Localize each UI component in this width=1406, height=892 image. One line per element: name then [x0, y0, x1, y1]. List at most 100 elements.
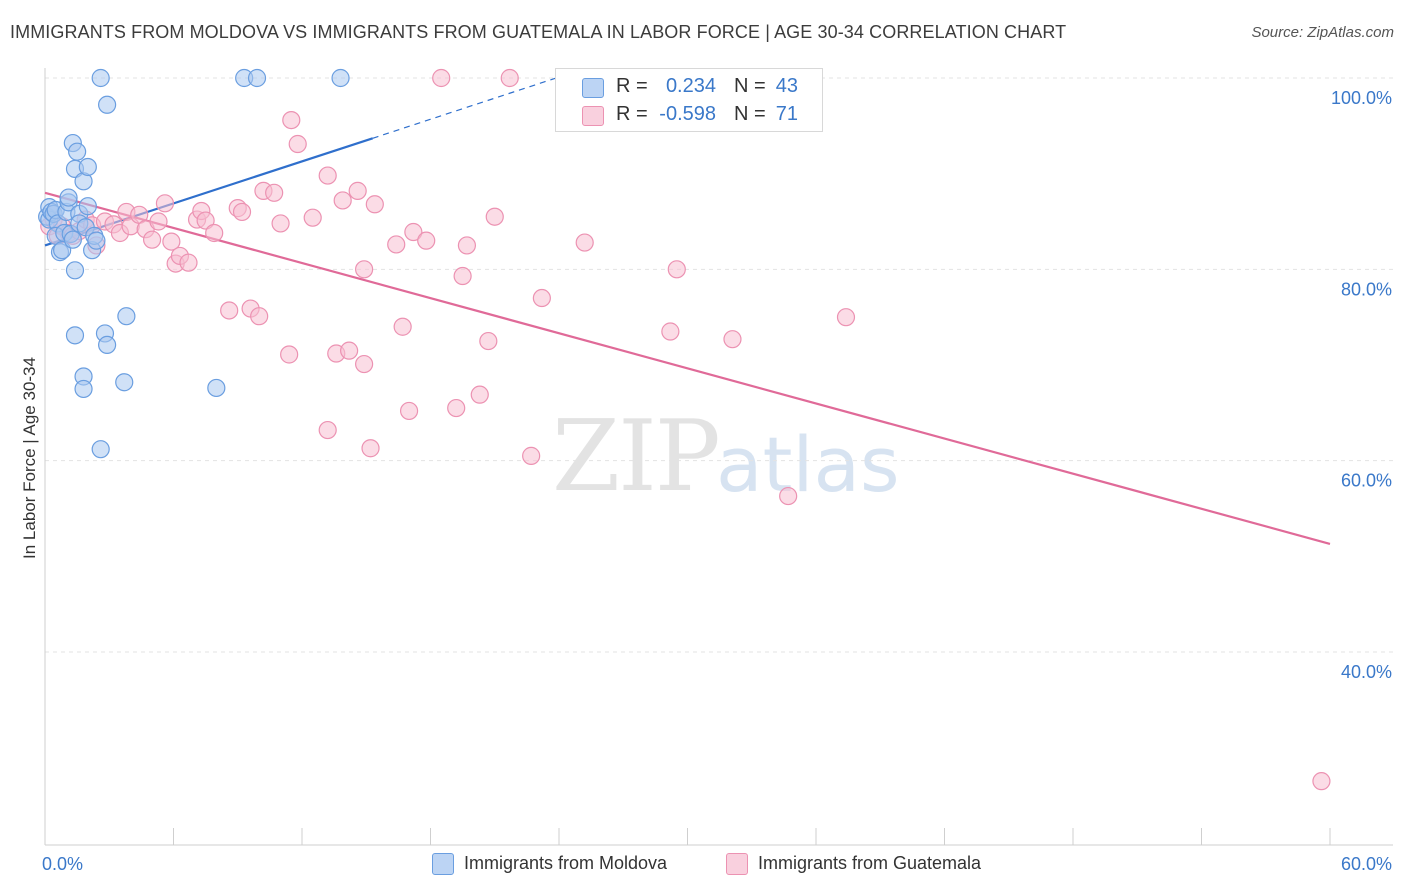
moldova-point — [78, 197, 97, 216]
stats-legend: R = 0.234 N = 43 R = -0.598 N = 71 — [555, 68, 823, 132]
moldova-point — [68, 142, 87, 161]
guatemala-point — [453, 266, 472, 286]
guatemala-point — [280, 345, 299, 364]
guatemala-point — [485, 207, 504, 226]
guatemala-n-value: 71 — [775, 103, 798, 125]
guatemala-point — [318, 166, 337, 185]
moldova-point — [74, 379, 93, 399]
guatemala-point — [661, 322, 680, 341]
y-tick-label: 80.0% — [1341, 279, 1392, 299]
guatemala-trend-line — [44, 191, 1331, 545]
guatemala-n-label: N = — [734, 103, 766, 125]
guatemala-point — [232, 202, 252, 222]
guatemala-point — [470, 385, 489, 404]
y-tick-label: 40.0% — [1341, 662, 1392, 682]
data-points — [38, 68, 1331, 791]
guatemala-point — [196, 211, 215, 230]
guatemala-point — [447, 398, 466, 418]
moldova-point — [59, 188, 78, 207]
guatemala-point — [179, 253, 198, 272]
guatemala-point — [318, 420, 337, 440]
y-axis-label-wrap: In Labor Force | Age 30-34 — [18, 340, 42, 580]
guatemala-legend-swatch — [726, 853, 748, 875]
guatemala-point — [162, 232, 181, 251]
moldova-legend-label: Immigrants from Moldova — [464, 853, 668, 873]
guatemala-point — [348, 181, 367, 200]
legend-row-guatemala: R = -0.598 N = 71 — [556, 100, 822, 128]
guatemala-point — [265, 183, 284, 202]
x-tick-label-max: 60.0% — [1341, 854, 1392, 874]
moldova-point — [91, 68, 110, 88]
guatemala-point — [575, 233, 594, 252]
guatemala-point — [1312, 772, 1331, 791]
guatemala-point — [355, 354, 374, 374]
guatemala-point — [393, 317, 412, 336]
moldova-point — [207, 378, 226, 398]
guatemala-point — [288, 134, 307, 154]
guatemala-point — [365, 195, 384, 214]
guatemala-point — [836, 308, 856, 327]
moldova-r-label: R = — [616, 75, 648, 97]
guatemala-point — [723, 330, 742, 349]
guatemala-point — [532, 288, 551, 308]
guatemala-point — [399, 401, 419, 421]
moldova-n-label: N = — [734, 75, 766, 97]
guatemala-r-label: R = — [616, 103, 648, 125]
moldova-point — [78, 157, 97, 177]
moldova-r-value: 0.234 — [665, 75, 716, 97]
guatemala-point — [205, 223, 224, 243]
grid-lines — [45, 77, 1393, 653]
moldova-trend-extension — [372, 76, 560, 139]
source-credit: Source: ZipAtlas.com — [1251, 24, 1394, 41]
watermark-atlas: atlas — [716, 420, 900, 509]
guatemala-swatch — [582, 106, 604, 126]
guatemala-point — [479, 331, 498, 351]
moldova-n-value: 43 — [775, 75, 798, 97]
axes — [44, 68, 1393, 846]
guatemala-point — [432, 68, 451, 88]
moldova-point — [98, 95, 117, 114]
guatemala-legend-label: Immigrants from Guatemala — [758, 853, 982, 873]
x-tick-label-min: 0.0% — [42, 854, 83, 874]
guatemala-point — [155, 194, 175, 213]
tick-labels: 40.0% 60.0% 80.0% 100.0% 0.0% 60.0% — [42, 88, 1392, 874]
y-tick-label: 100.0% — [1331, 88, 1392, 108]
moldova-point — [117, 307, 136, 326]
guatemala-point — [142, 230, 162, 249]
moldova-point — [63, 230, 82, 249]
guatemala-point — [667, 260, 686, 279]
moldova-legend-swatch — [432, 853, 454, 875]
y-axis-label: In Labor Force | Age 30-34 — [20, 357, 39, 559]
moldova-point — [65, 326, 85, 345]
moldova-point — [98, 335, 117, 355]
guatemala-point — [149, 212, 168, 231]
moldova-point — [115, 373, 134, 392]
watermark-zip: ZIP — [552, 400, 721, 514]
legend-row-moldova: R = 0.234 N = 43 — [556, 72, 822, 100]
guatemala-point — [404, 222, 423, 242]
moldova-point — [247, 68, 267, 88]
moldova-point — [65, 261, 85, 280]
guatemala-point — [303, 208, 322, 227]
chart-title: IMMIGRANTS FROM MOLDOVA VS IMMIGRANTS FR… — [10, 22, 1067, 42]
guatemala-point — [333, 191, 352, 210]
moldova-point — [91, 440, 110, 459]
guatemala-r-value: -0.598 — [659, 103, 716, 125]
moldova-point — [331, 68, 350, 88]
guatemala-point — [250, 307, 269, 326]
guatemala-point — [271, 214, 290, 233]
guatemala-point — [522, 446, 541, 465]
guatemala-point — [361, 439, 380, 458]
guatemala-point — [779, 486, 798, 506]
moldova-point — [87, 231, 106, 250]
guatemala-point — [220, 301, 239, 320]
guatemala-point — [457, 236, 477, 255]
guatemala-point — [417, 231, 436, 250]
moldova-swatch — [582, 78, 604, 98]
guatemala-point — [500, 68, 519, 88]
guatemala-point — [282, 110, 301, 130]
y-tick-label: 60.0% — [1341, 471, 1392, 491]
guatemala-point — [387, 235, 406, 254]
guatemala-point — [340, 341, 359, 360]
